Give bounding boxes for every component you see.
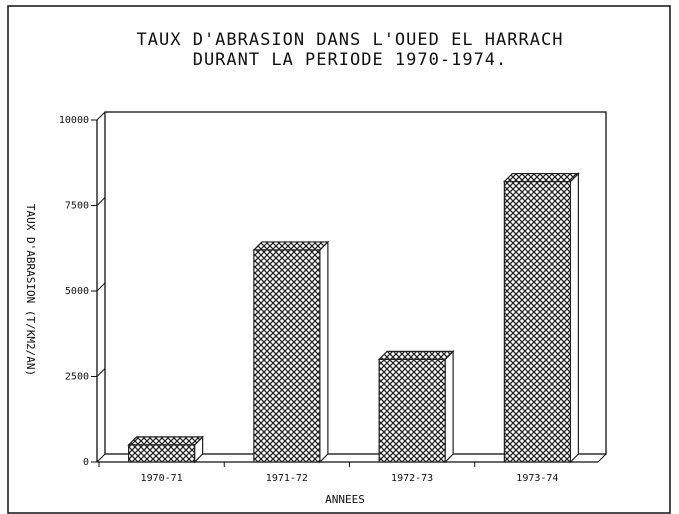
bar-top bbox=[127, 436, 205, 446]
y-tick-label: 2500 bbox=[65, 372, 89, 383]
chart-title: TAUX D'ABRASION DANS L'OUED EL HARRACH bbox=[137, 30, 564, 50]
bar-side bbox=[444, 349, 454, 464]
bar-side bbox=[319, 240, 329, 464]
x-tick-label: 1973-74 bbox=[516, 473, 558, 484]
bar-side bbox=[569, 172, 579, 464]
bar bbox=[253, 249, 321, 463]
y-tick-label: 0 bbox=[83, 457, 89, 468]
bar bbox=[128, 444, 196, 463]
floor-edge bbox=[597, 453, 607, 463]
y-tick-depth bbox=[96, 282, 106, 292]
frame bbox=[7, 5, 671, 514]
y-tick-depth bbox=[96, 368, 106, 377]
y-tick-depth bbox=[96, 197, 106, 206]
chart-subtitle: DURANT LA PERIODE 1970-1974. bbox=[193, 50, 508, 70]
y-tick-label: 10000 bbox=[59, 115, 89, 126]
x-axis-label: ANNEES bbox=[325, 493, 365, 506]
y-axis-label: TAUX D'ABRASION (T/KM2/AN) bbox=[24, 204, 37, 376]
y-tick-label: 5000 bbox=[65, 286, 89, 297]
bar-top bbox=[502, 172, 580, 183]
x-tick-label: 1972-73 bbox=[391, 473, 433, 484]
y-tick-depth bbox=[96, 111, 106, 121]
bar-top bbox=[252, 241, 330, 251]
bar bbox=[503, 180, 571, 463]
x-tick-label: 1970-71 bbox=[141, 473, 183, 484]
x-tick-label: 1971-72 bbox=[266, 473, 308, 484]
bar bbox=[378, 358, 446, 463]
y-tick-depth bbox=[96, 453, 106, 463]
y-tick-label: 7500 bbox=[65, 201, 89, 212]
bar-top bbox=[377, 350, 455, 360]
